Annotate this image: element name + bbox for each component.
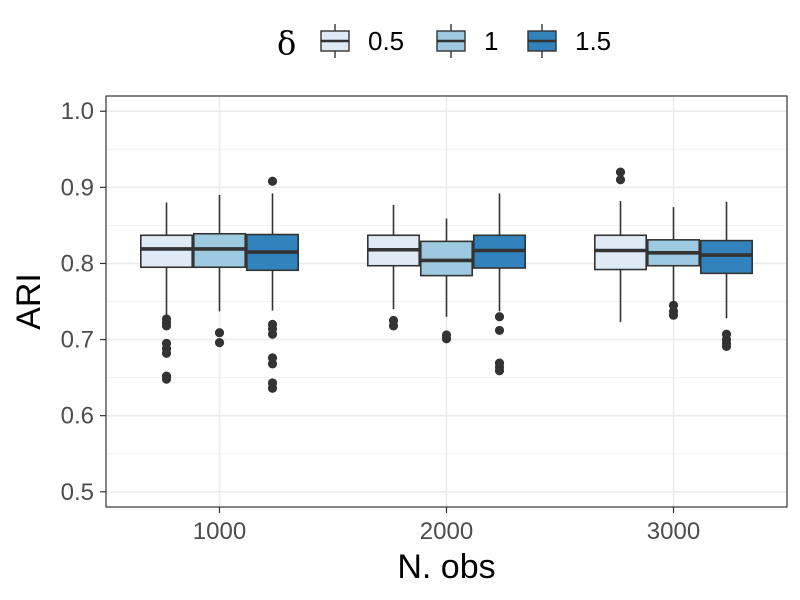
outlier-point: [267, 329, 278, 339]
legend-key-1: [436, 24, 466, 58]
box-iqr: [140, 234, 194, 269]
y-tick-label: 0.7: [61, 327, 94, 354]
legend-label: 0.5: [368, 26, 404, 56]
outlier-point: [267, 359, 278, 369]
outlier-point: [494, 325, 505, 336]
y-tick-label: 0.8: [61, 250, 94, 277]
outlier-point: [494, 312, 505, 322]
legend-label: 1.5: [575, 26, 611, 56]
y-tick-label: 1.0: [61, 98, 94, 125]
outlier-point: [721, 341, 732, 352]
y-tick-label: 0.9: [61, 174, 94, 201]
outlier-point: [668, 310, 679, 320]
outlier-point: [388, 321, 399, 331]
outlier-point: [161, 374, 172, 384]
boxes: [140, 167, 753, 393]
box-0.5-1000: [140, 202, 194, 384]
outlier-point: [267, 383, 278, 393]
x-tick-label: 1000: [193, 518, 246, 545]
box-1.5-2000: [472, 193, 526, 376]
y-tick-label: 0.5: [61, 479, 94, 506]
legend-key-0.5: [320, 24, 350, 58]
outlier-point: [214, 338, 225, 348]
legend-label: 1: [484, 26, 498, 56]
box-iqr: [699, 239, 753, 275]
box-0.5-3000: [593, 167, 647, 323]
y-axis: 0.5 0.6 0.7 0.8 0.9 1.0: [61, 98, 106, 506]
x-tick-label: 3000: [647, 518, 700, 545]
outlier-point: [441, 334, 452, 344]
outlier-point: [267, 176, 278, 186]
outlier-point: [615, 167, 626, 177]
box-1-1000: [193, 194, 247, 348]
x-axis: 1000 2000 3000: [193, 507, 700, 545]
box-1.5-3000: [699, 201, 753, 352]
legend-key-1.5: [527, 24, 557, 58]
outlier-point: [615, 175, 626, 185]
y-axis-title: ARI: [10, 273, 48, 330]
outlier-point: [161, 348, 172, 358]
box-iqr: [593, 234, 647, 271]
outlier-point: [494, 366, 505, 376]
box-0.5-2000: [366, 204, 420, 331]
outlier-point: [161, 321, 172, 331]
box-iqr: [419, 240, 473, 277]
x-axis-title: N. obs: [397, 548, 495, 586]
box-1.5-1000: [246, 176, 300, 393]
x-tick-label: 2000: [420, 518, 473, 545]
legend-title: δ: [277, 24, 296, 62]
box-1-2000: [419, 218, 473, 344]
y-tick-label: 0.6: [61, 403, 94, 430]
outlier-point: [214, 328, 225, 338]
box-1-3000: [646, 207, 700, 320]
legend: δ 0.5 1 1.5: [277, 24, 611, 62]
